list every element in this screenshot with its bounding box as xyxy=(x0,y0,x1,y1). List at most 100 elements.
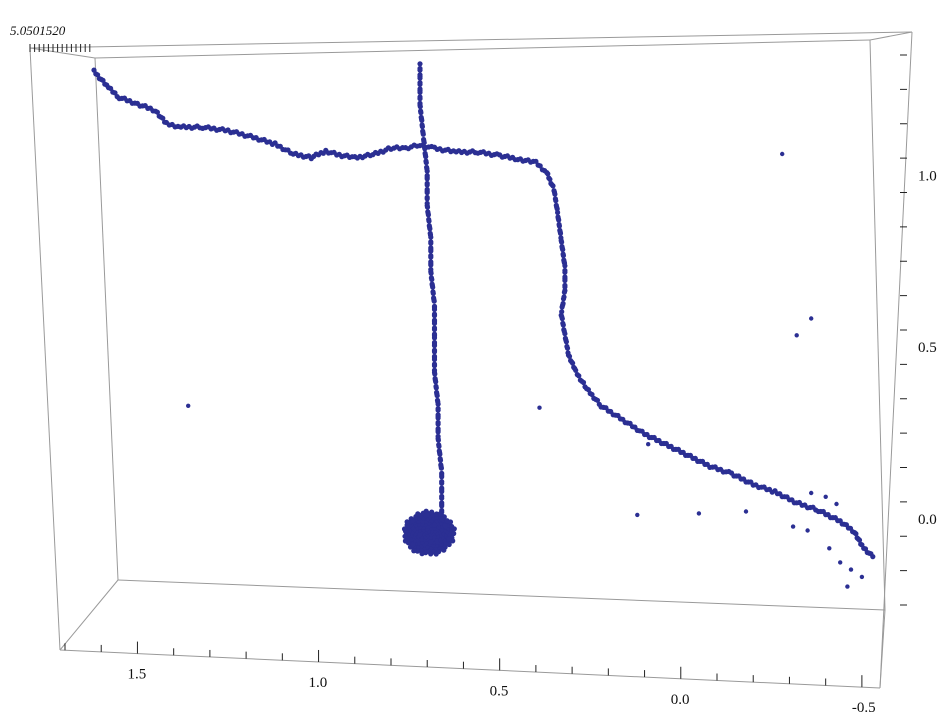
data-point xyxy=(436,443,442,449)
data-point xyxy=(809,316,814,321)
data-point xyxy=(431,343,438,349)
data-point xyxy=(556,223,563,229)
data-point xyxy=(402,528,409,534)
y-axis: 1.0 0.5 0.0 xyxy=(900,54,937,606)
data-point xyxy=(414,548,421,554)
data-point xyxy=(419,551,425,557)
data-point xyxy=(154,109,160,115)
data-point xyxy=(437,451,443,457)
data-point xyxy=(431,356,438,363)
data-point xyxy=(431,306,438,313)
data-point xyxy=(404,519,410,525)
data-point xyxy=(564,345,571,351)
data-point xyxy=(431,335,438,341)
plot-box-frame xyxy=(29,31,913,689)
data-point xyxy=(417,89,423,95)
data-point xyxy=(794,333,799,338)
data-point xyxy=(428,240,434,246)
data-point xyxy=(559,316,565,322)
data-point xyxy=(439,503,445,509)
data-point xyxy=(430,284,436,290)
data-point xyxy=(410,541,416,548)
data-point xyxy=(410,518,416,524)
data-point xyxy=(422,146,428,152)
data-point xyxy=(570,360,576,366)
x-tick-label: 1.0 xyxy=(309,675,328,691)
data-point xyxy=(537,405,542,410)
data-point xyxy=(442,523,448,529)
data-point xyxy=(423,160,429,166)
frame-edge xyxy=(94,39,871,59)
data-point xyxy=(419,124,425,130)
data-point xyxy=(433,551,439,557)
data-point xyxy=(566,353,573,359)
data-point xyxy=(561,289,568,295)
frame-edge xyxy=(879,609,886,689)
data-point xyxy=(439,546,445,552)
data-point xyxy=(580,379,587,386)
data-point xyxy=(823,494,828,499)
data-point xyxy=(432,371,438,377)
data-points xyxy=(91,61,876,589)
data-point xyxy=(415,511,421,517)
data-point xyxy=(431,326,438,333)
data-point xyxy=(573,367,579,373)
data-point xyxy=(805,528,810,533)
data-point xyxy=(433,385,439,391)
data-point xyxy=(547,176,553,182)
data-point xyxy=(696,511,702,516)
data-point xyxy=(438,465,444,471)
frame-edge xyxy=(29,31,913,49)
data-point xyxy=(418,110,424,116)
data-point xyxy=(576,373,582,379)
data-point xyxy=(635,512,640,518)
data-point xyxy=(809,490,814,496)
data-point xyxy=(431,320,438,326)
x-tick-label: 1.5 xyxy=(127,667,146,683)
data-point xyxy=(439,495,445,501)
y-tick-label: 0.0 xyxy=(918,512,937,528)
data-point xyxy=(834,501,839,507)
data-point xyxy=(859,574,865,580)
data-point xyxy=(556,217,562,223)
depth-tick-label: 5.0501520 xyxy=(10,23,66,38)
data-point xyxy=(790,524,796,529)
data-point xyxy=(419,117,425,123)
data-point xyxy=(424,204,431,210)
data-point xyxy=(417,104,423,110)
data-point xyxy=(845,584,850,589)
data-point xyxy=(560,247,566,253)
data-point xyxy=(451,530,457,537)
data-point xyxy=(427,226,433,232)
data-point xyxy=(428,254,434,260)
data-point xyxy=(417,532,423,538)
data-point xyxy=(451,526,457,532)
data-point xyxy=(838,560,843,565)
data-point xyxy=(553,198,559,204)
data-point xyxy=(417,81,423,87)
frame-edge xyxy=(879,31,913,689)
data-point xyxy=(870,554,876,560)
data-point xyxy=(439,474,445,480)
data-point xyxy=(550,183,556,189)
data-point xyxy=(420,131,426,137)
frame-edge xyxy=(59,649,881,689)
data-point xyxy=(426,218,432,224)
data-point xyxy=(428,248,434,254)
data-point xyxy=(446,536,452,542)
frame-edge xyxy=(869,31,913,41)
frame-edge xyxy=(117,579,886,611)
data-point xyxy=(780,151,785,157)
x-axis: 1.5 1.0 0.5 0.0 -0.5 xyxy=(64,641,876,715)
data-point xyxy=(560,253,567,259)
data-point xyxy=(562,284,568,290)
data-point xyxy=(421,140,427,146)
data-point xyxy=(435,421,441,427)
data-point xyxy=(557,230,564,236)
data-point xyxy=(589,391,595,398)
data-point xyxy=(435,401,441,407)
data-point xyxy=(424,182,430,188)
data-point xyxy=(856,537,863,543)
data-point xyxy=(424,190,430,196)
data-point xyxy=(417,61,423,67)
